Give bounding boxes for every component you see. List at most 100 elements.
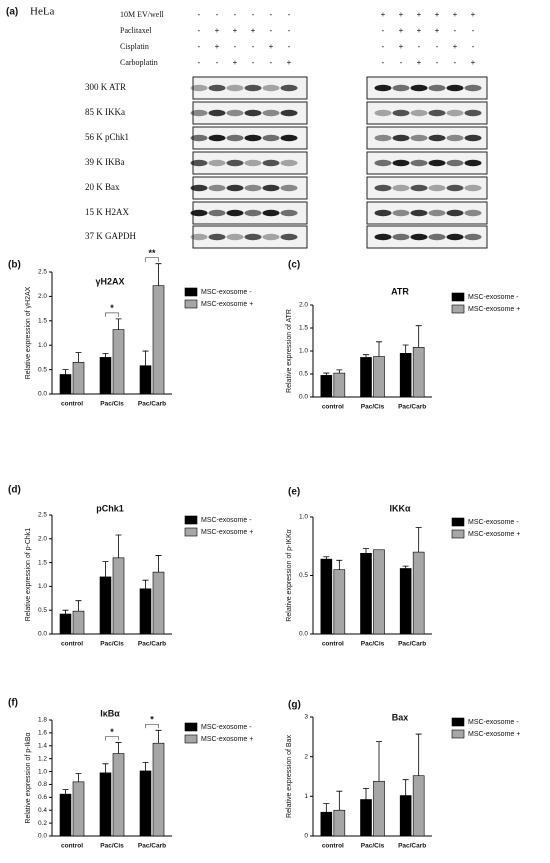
treatment-sign: - bbox=[288, 26, 291, 35]
legend-swatch bbox=[184, 722, 198, 732]
blot-band bbox=[374, 184, 392, 192]
y-axis-label: Relative expression of p-Chk1 bbox=[25, 528, 32, 621]
blot-band bbox=[208, 134, 226, 142]
panel-label: (a) bbox=[6, 7, 18, 18]
bar bbox=[139, 365, 152, 395]
blot-band bbox=[392, 109, 410, 117]
error-bar bbox=[62, 789, 69, 795]
treatment-name: 10M EV/well bbox=[120, 10, 165, 19]
significance-bracket bbox=[105, 736, 119, 741]
legend-label: MSC-exosome - bbox=[201, 517, 252, 524]
y-tick-label: 2 bbox=[304, 753, 308, 760]
blot-band bbox=[208, 233, 226, 241]
error-bar bbox=[336, 559, 343, 570]
error-bar bbox=[62, 369, 69, 375]
y-tick-label: 0.0 bbox=[299, 394, 308, 401]
error-bar bbox=[415, 325, 422, 348]
blot-band bbox=[446, 233, 464, 241]
blot-band bbox=[392, 184, 410, 192]
bar bbox=[59, 374, 72, 395]
treatment-sign: - bbox=[198, 58, 201, 67]
panel-label: (b) bbox=[8, 260, 21, 271]
y-tick-label: 1.4 bbox=[38, 742, 47, 749]
bar bbox=[99, 576, 112, 635]
treatment-sign: - bbox=[400, 58, 403, 67]
blot-band bbox=[428, 184, 446, 192]
error-bar bbox=[376, 741, 382, 782]
treatment-sign: - bbox=[198, 10, 201, 19]
blot-band bbox=[280, 184, 298, 192]
y-tick-label: 0.5 bbox=[38, 366, 47, 373]
bar bbox=[320, 558, 333, 635]
blot-band bbox=[262, 159, 280, 167]
blot-band bbox=[226, 134, 244, 142]
treatment-sign: - bbox=[436, 42, 439, 51]
treatment-name: Carboplatin bbox=[120, 58, 158, 67]
legend-swatch bbox=[184, 299, 198, 309]
legend-swatch bbox=[451, 717, 465, 727]
blot-band bbox=[244, 209, 262, 217]
error-bar bbox=[155, 729, 162, 744]
error-bar bbox=[415, 527, 422, 553]
legend-swatch bbox=[184, 527, 198, 537]
y-tick-label: 2.5 bbox=[38, 269, 47, 276]
treatment-sign: - bbox=[436, 58, 439, 67]
blot-marker: 15 K H2AX bbox=[85, 207, 129, 217]
blot-band bbox=[262, 134, 280, 142]
blot-marker: 56 K pChk1 bbox=[85, 132, 129, 142]
legend-swatch bbox=[184, 287, 198, 297]
legend-swatch bbox=[451, 517, 465, 527]
legend-swatch bbox=[184, 515, 198, 525]
legend-label: MSC-exosome + bbox=[468, 306, 520, 313]
panel-label: (e) bbox=[288, 487, 300, 498]
treatment-sign: + bbox=[233, 58, 238, 67]
blot-band bbox=[410, 209, 428, 217]
blot-band bbox=[446, 134, 464, 142]
blot-band bbox=[244, 184, 262, 192]
blot-band bbox=[280, 209, 298, 217]
error-bar bbox=[363, 788, 369, 800]
legend-label: MSC-exosome - bbox=[468, 519, 519, 526]
bar bbox=[373, 356, 385, 398]
cell-line: HeLa bbox=[30, 6, 55, 18]
x-tick-label: Pac/Carb bbox=[138, 843, 166, 850]
treatment-sign: + bbox=[399, 26, 404, 35]
blot-band bbox=[374, 134, 392, 142]
blot-marker: 85 K IKKa bbox=[85, 107, 125, 117]
blot-band bbox=[226, 209, 244, 217]
blot-band bbox=[280, 159, 298, 167]
bar bbox=[72, 781, 85, 837]
treatment-sign: + bbox=[269, 42, 274, 51]
x-tick-label: control bbox=[322, 843, 344, 850]
treatment-sign: + bbox=[233, 26, 238, 35]
chart-title: pChk1 bbox=[96, 503, 124, 513]
treatment-sign: + bbox=[471, 58, 476, 67]
error-bar bbox=[75, 600, 82, 612]
y-tick-label: 1.6 bbox=[38, 730, 47, 737]
blot-marker: 39 K IKBa bbox=[85, 157, 125, 167]
blot-band bbox=[226, 233, 244, 241]
treatment-sign: + bbox=[215, 26, 220, 35]
x-tick-label: Pac/Carb bbox=[398, 641, 426, 648]
bar bbox=[139, 770, 152, 837]
bar bbox=[360, 552, 372, 635]
blot-band bbox=[190, 159, 208, 167]
blot-band bbox=[428, 209, 446, 217]
blot-band bbox=[374, 84, 392, 92]
y-tick-label: 0.2 bbox=[38, 820, 47, 827]
y-tick-label: 2.0 bbox=[38, 536, 47, 543]
treatment-sign: + bbox=[453, 42, 458, 51]
blot-band bbox=[244, 109, 262, 117]
error-bar bbox=[142, 762, 149, 771]
blot-band bbox=[464, 209, 482, 217]
blot-band bbox=[464, 134, 482, 142]
blot-band bbox=[190, 84, 208, 92]
blot-band bbox=[410, 84, 428, 92]
legend-label: MSC-exosome + bbox=[201, 301, 253, 308]
treatment-sign: - bbox=[252, 10, 255, 19]
legend-label: MSC-exosome + bbox=[468, 531, 520, 538]
y-tick-label: 0.0 bbox=[38, 631, 47, 638]
blot-band bbox=[374, 109, 392, 117]
blot-band bbox=[244, 159, 262, 167]
y-axis-label: Relative expression of p-IkBα bbox=[25, 732, 32, 823]
